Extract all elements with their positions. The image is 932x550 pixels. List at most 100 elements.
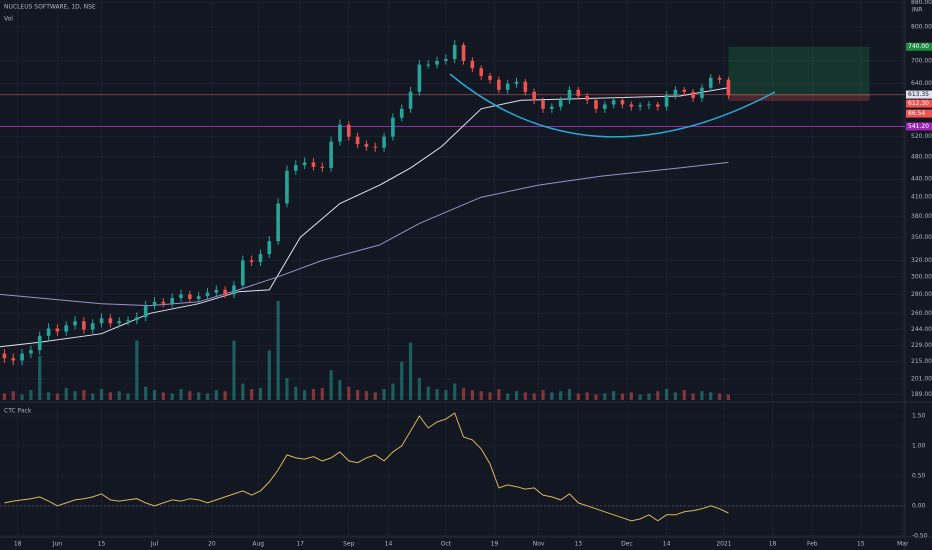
volume-bar bbox=[506, 393, 510, 400]
candle-body bbox=[152, 301, 157, 306]
candle-body bbox=[479, 68, 483, 76]
candle-body bbox=[241, 260, 245, 286]
volume-bar bbox=[717, 393, 722, 400]
grid bbox=[0, 0, 905, 537]
candle-body bbox=[126, 320, 130, 322]
candle-body bbox=[249, 260, 254, 262]
candle-body bbox=[408, 91, 413, 109]
price-badge-label: 86.54 bbox=[908, 110, 925, 117]
labels: 880.00 800.00 700.00 640.00 520.00 480.00 440.… bbox=[14, 0, 932, 548]
volume-bar bbox=[461, 387, 466, 400]
volume-bar bbox=[647, 393, 651, 400]
volume-bar bbox=[364, 391, 369, 400]
volume-bar bbox=[197, 392, 201, 400]
volume-bar bbox=[638, 394, 642, 400]
volume-bar bbox=[223, 391, 227, 400]
candle-body bbox=[638, 105, 642, 107]
x-tick-label: 18 bbox=[769, 541, 777, 548]
candle-body bbox=[364, 144, 369, 147]
volume bbox=[2, 301, 731, 400]
volume-bar bbox=[417, 378, 421, 400]
volume-bar bbox=[523, 392, 527, 400]
price-badge bbox=[906, 42, 932, 51]
volume-bar bbox=[2, 393, 7, 400]
candle-body bbox=[391, 117, 395, 137]
candle-body bbox=[320, 166, 325, 168]
volume-bar bbox=[276, 301, 280, 400]
osc-tick-label: 0.50 bbox=[912, 472, 926, 479]
volume-bar bbox=[691, 393, 695, 400]
candle-body bbox=[664, 95, 669, 107]
volume-bar bbox=[267, 350, 271, 400]
x-tick-label: 2021 bbox=[716, 541, 731, 548]
volume-bar bbox=[11, 391, 15, 400]
volume-bar bbox=[99, 389, 104, 400]
x-tick-label: 14 bbox=[385, 541, 393, 548]
x-tick-label: Sep bbox=[343, 541, 355, 548]
volume-bar bbox=[258, 387, 263, 400]
candle-body bbox=[435, 60, 439, 65]
volume-bar bbox=[170, 393, 174, 400]
volume-bar bbox=[700, 391, 704, 400]
volume-bar bbox=[205, 393, 210, 400]
candle-body bbox=[444, 59, 448, 61]
y-tick-label: 800.00 bbox=[911, 23, 932, 30]
candle-body bbox=[346, 124, 351, 137]
osc-tick-label: -0.50 bbox=[912, 532, 928, 539]
candle-body bbox=[691, 91, 695, 99]
y-tick-label: 244.00 bbox=[911, 326, 932, 333]
candle-body bbox=[488, 75, 492, 80]
y-tick-label: 380.00 bbox=[911, 213, 932, 220]
candle-body bbox=[232, 285, 236, 295]
volume-bar bbox=[585, 392, 589, 400]
candle-body bbox=[214, 289, 219, 293]
volume-bar bbox=[709, 392, 713, 400]
volume-bar bbox=[665, 389, 669, 400]
osc-tick-label: 1.00 bbox=[912, 442, 926, 449]
volume-bar bbox=[117, 391, 121, 400]
y-tick-label: 215.00 bbox=[911, 358, 932, 365]
volume-bar bbox=[347, 386, 351, 400]
x-tick-label: Dec bbox=[621, 541, 633, 548]
volume-bar bbox=[285, 378, 289, 400]
volume-bar bbox=[550, 392, 554, 400]
volume-bar bbox=[612, 391, 616, 400]
candle-body bbox=[196, 296, 201, 299]
candle-body bbox=[576, 89, 581, 96]
candle-body bbox=[373, 146, 378, 148]
oscillator-label: CTC Pack bbox=[4, 408, 32, 415]
candle-body bbox=[514, 81, 519, 84]
candle-body bbox=[611, 100, 616, 105]
volume-bar bbox=[250, 389, 254, 400]
stop-zone bbox=[728, 94, 870, 102]
candle-body bbox=[452, 45, 457, 60]
candle-body bbox=[293, 165, 298, 171]
candle-body bbox=[73, 321, 77, 326]
candle-body bbox=[143, 305, 148, 318]
candle-body bbox=[655, 104, 660, 107]
y-tick-label: 350.00 bbox=[911, 234, 932, 241]
x-tick-label: 14 bbox=[663, 541, 671, 548]
volume-bar bbox=[567, 389, 572, 400]
candle-body bbox=[558, 100, 563, 107]
y-tick-label: 520.00 bbox=[911, 133, 932, 140]
candle-body bbox=[717, 77, 722, 80]
plot bbox=[0, 39, 731, 522]
volume-bar bbox=[426, 386, 430, 400]
volume-bar bbox=[629, 392, 633, 400]
candle-body bbox=[708, 77, 713, 88]
x-tick-label: 17 bbox=[296, 541, 304, 548]
y-tick-label: 280.00 bbox=[911, 291, 932, 298]
y-tick-label: 201.00 bbox=[911, 375, 932, 382]
candle-body bbox=[567, 89, 572, 101]
y-tick-label: 189.00 bbox=[911, 391, 932, 398]
volume-bar bbox=[20, 394, 24, 400]
candle-body bbox=[285, 170, 289, 204]
candle-body bbox=[267, 241, 272, 255]
candle-body bbox=[647, 104, 651, 106]
x-tick-label: Jun bbox=[52, 541, 63, 548]
candle-body bbox=[329, 141, 333, 168]
y-tick-label: 440.00 bbox=[911, 176, 932, 183]
volume-bar bbox=[91, 393, 95, 400]
